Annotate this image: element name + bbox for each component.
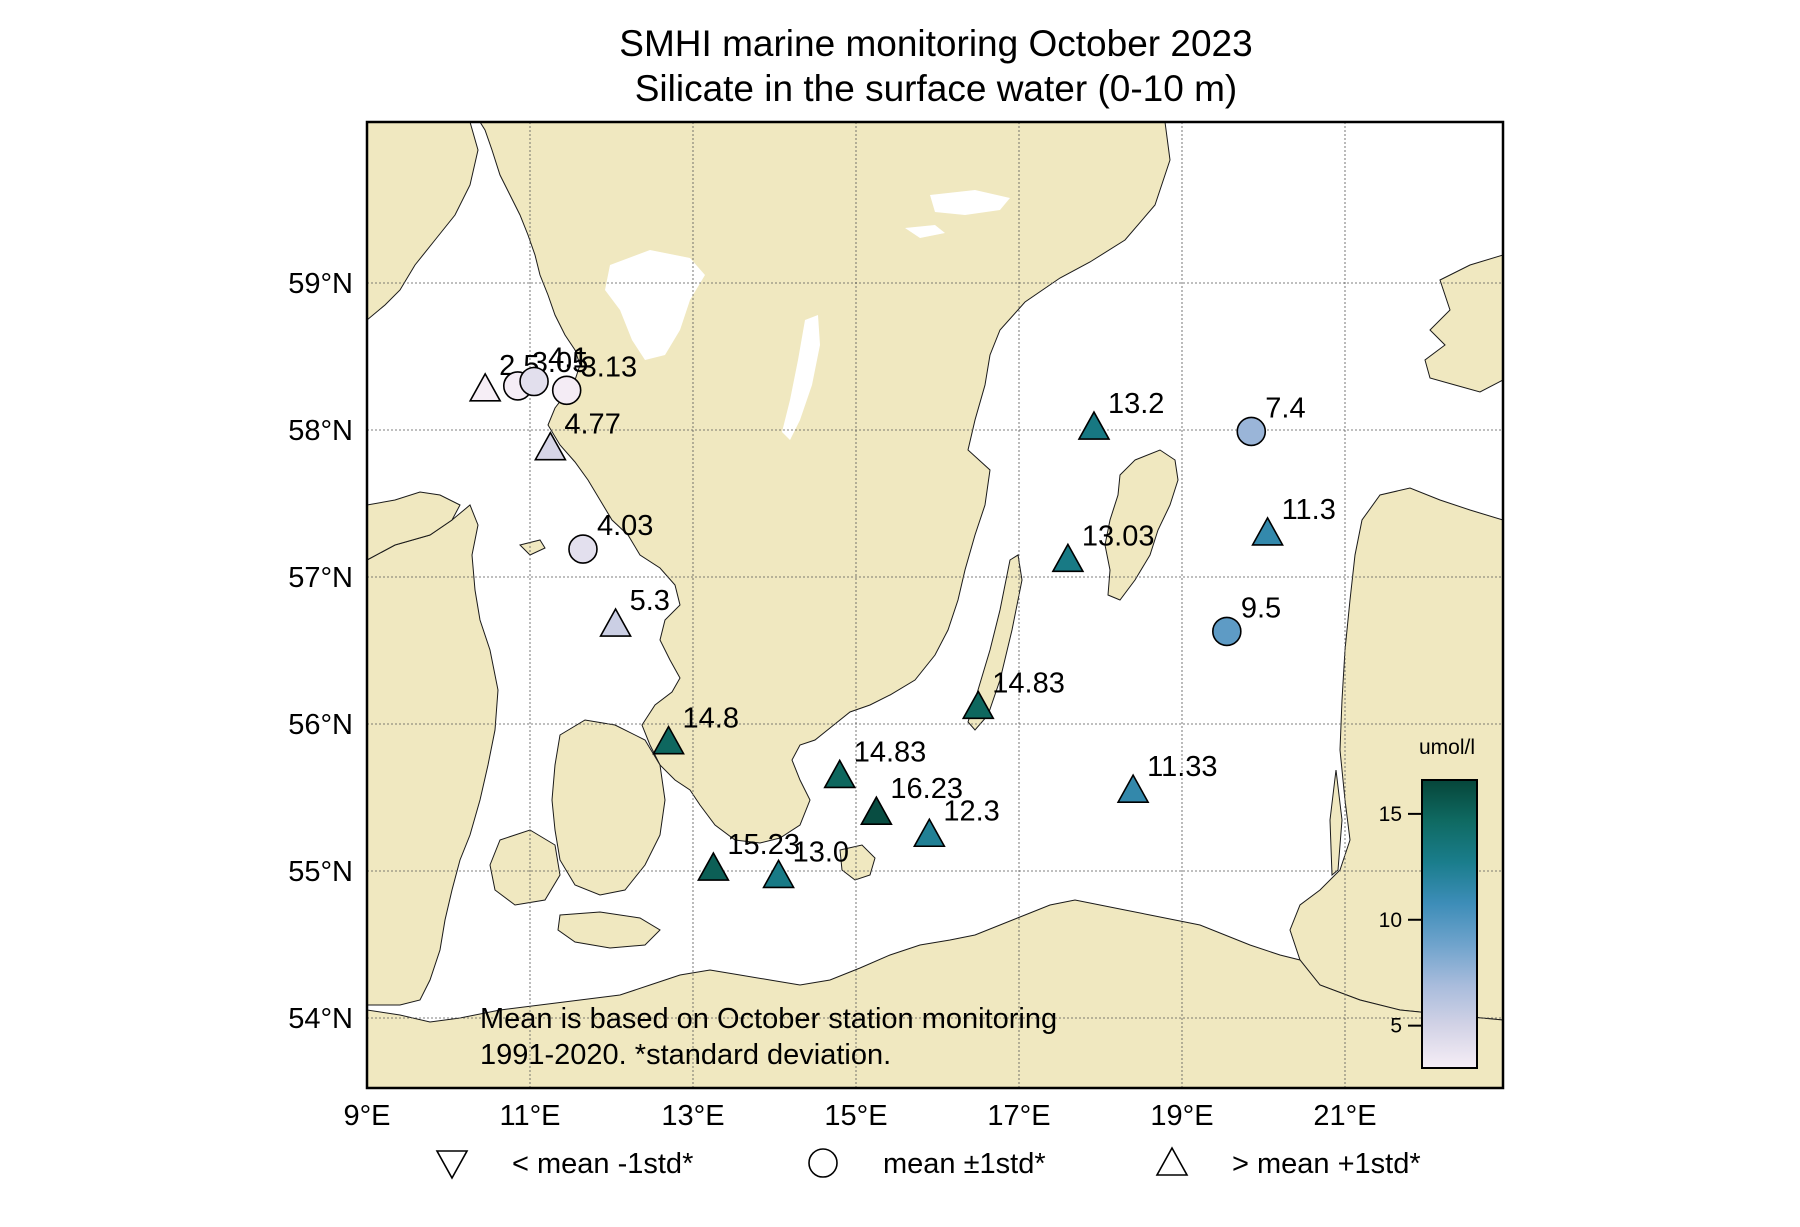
legend-triangle-down-icon — [435, 1150, 469, 1180]
colorbar-tick-label: 10 — [1379, 909, 1402, 932]
land-curonian-spit — [1329, 769, 1343, 877]
lat-tick-label: 59°N — [288, 268, 353, 300]
station-marker — [823, 758, 857, 789]
station-marker — [961, 689, 995, 720]
station-marker — [1116, 773, 1150, 803]
station-value-label: 5.3 — [630, 585, 670, 617]
lake-vanern — [605, 250, 705, 360]
station-value-label: 4.1 — [548, 342, 588, 374]
lake-hjalmaren — [905, 225, 945, 238]
station-marker — [468, 372, 502, 402]
legend-triangle-up-icon — [1155, 1146, 1189, 1176]
station-value-label: 14.83 — [992, 667, 1065, 699]
legend-label: mean ±1std* — [883, 1148, 1046, 1180]
station-marker — [519, 366, 549, 397]
note-line-2: 1991-2020. *standard deviation. — [480, 1039, 891, 1071]
colorbar-gradient — [1421, 779, 1478, 1069]
lat-tick-label: 54°N — [288, 1003, 353, 1035]
land-jutland — [367, 504, 499, 1006]
station-value-label: 13.0 — [793, 836, 849, 868]
station-marker — [551, 375, 582, 406]
land-oland — [967, 554, 1023, 731]
station-value-label: 11.3 — [1282, 494, 1336, 526]
station-marker — [568, 534, 598, 564]
colorbar-tick-label: 5 — [1390, 1015, 1402, 1038]
lakes-layer — [605, 190, 1010, 440]
lon-tick-label: 17°E — [987, 1100, 1050, 1132]
land-gotland — [1104, 449, 1179, 601]
lon-tick-label: 9°E — [343, 1100, 390, 1132]
map-title-line-2: Silicate in the surface water (0-10 m) — [634, 68, 1238, 109]
station-value-label: 13.2 — [1108, 388, 1164, 420]
station-value-label: 4.77 — [564, 409, 620, 441]
station-value-label: 4.03 — [597, 510, 653, 542]
land-laeso — [519, 539, 546, 556]
colorbar-ticks: 5 10 15 — [1379, 803, 1422, 1038]
station-marker — [860, 795, 893, 826]
station-marker — [652, 724, 685, 755]
station-value-label: 12.3 — [943, 795, 999, 827]
lon-tick-label: 13°E — [661, 1100, 724, 1132]
land-poland-germany — [367, 899, 1503, 1088]
station-value-label: 16.23 — [890, 773, 963, 805]
lake-malaren — [930, 190, 1010, 215]
lon-tick-label: 11°E — [499, 1100, 560, 1132]
station-markers: 2.53.054.13.134.774.035.314.815.2313.014… — [468, 342, 1336, 889]
lat-tick-label: 57°N — [288, 562, 353, 594]
station-marker — [912, 817, 946, 848]
colorbar-title: umol/l — [1419, 736, 1475, 759]
land-norway — [367, 122, 479, 321]
station-marker — [1212, 616, 1242, 647]
station-value-label: 14.8 — [683, 703, 739, 735]
station-marker — [1077, 410, 1111, 440]
station-marker — [1236, 416, 1267, 447]
station-value-label: 14.83 — [854, 736, 927, 768]
longitude-tick-labels: 9°E 11°E 13°E 15°E 17°E 19°E 21°E — [343, 1100, 1376, 1132]
lat-tick-label: 55°N — [288, 856, 353, 888]
lon-tick-label: 21°E — [1313, 1100, 1376, 1132]
land-finland-estonia — [1424, 254, 1503, 393]
legend-label: > mean +1std* — [1232, 1148, 1421, 1180]
latitude-tick-labels: 54°N 55°N 56°N 57°N 58°N 59°N — [288, 268, 353, 1035]
colorbar-tick-label: 15 — [1379, 803, 1402, 826]
station-value-label: 3.13 — [581, 351, 637, 383]
station-marker — [1051, 542, 1085, 573]
map-title-line-1: SMHI marine monitoring October 2023 — [619, 23, 1253, 64]
land-north-jutland — [367, 491, 461, 561]
land-zealand — [551, 719, 666, 896]
lon-tick-label: 19°E — [1150, 1100, 1213, 1132]
legend-circle-icon — [808, 1148, 838, 1178]
station-marker — [534, 430, 567, 461]
legend-label: < mean -1std* — [512, 1148, 693, 1180]
station-value-label: 7.4 — [1265, 392, 1305, 424]
lat-tick-label: 56°N — [288, 709, 353, 741]
map-frame — [365, 120, 1505, 1090]
land-layer — [367, 122, 1503, 1088]
symbol-legend: < mean -1std* mean ±1std* > mean +1std* — [435, 1146, 1421, 1180]
station-marker — [1251, 516, 1284, 546]
station-value-label: 9.5 — [1241, 592, 1281, 624]
lon-tick-label: 15°E — [824, 1100, 887, 1132]
lake-vattern — [782, 315, 820, 440]
station-marker — [697, 851, 730, 881]
station-marker — [762, 858, 795, 889]
station-value-label: 11.33 — [1147, 751, 1217, 783]
land-lolland-falster — [557, 911, 661, 949]
lat-tick-label: 58°N — [288, 415, 353, 447]
colorbar: umol/l 5 10 15 — [1379, 736, 1478, 1069]
station-value-label: 13.03 — [1082, 520, 1155, 552]
note-line-1: Mean is based on October station monitor… — [480, 1003, 1057, 1035]
land-funen — [489, 829, 561, 906]
station-marker — [599, 607, 632, 637]
station-value-label: 15.23 — [727, 829, 800, 861]
gridlines — [367, 122, 1503, 1088]
